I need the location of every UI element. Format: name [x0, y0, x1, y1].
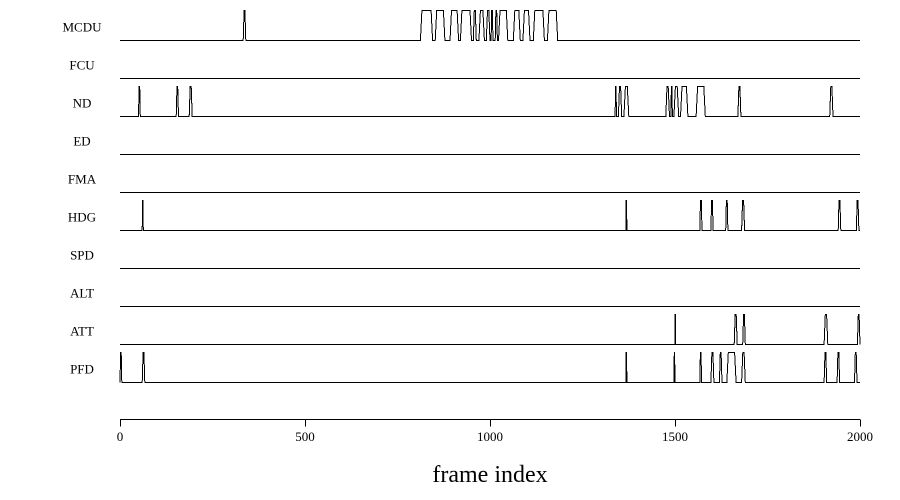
trace-pfd — [119, 352, 860, 383]
trace-att — [120, 314, 861, 345]
row-label-hdg: HDG — [68, 210, 96, 225]
signal-rows: MCDU FCU ND ED FMA HDG SPD ALT ATT PFD — [62, 10, 861, 383]
x-tick-label-500: 500 — [295, 429, 315, 444]
row-label-nd: ND — [73, 96, 92, 111]
row-label-ed: ED — [73, 134, 90, 149]
row-label-att: ATT — [70, 324, 94, 339]
row-label-fma: FMA — [68, 172, 97, 187]
trace-hdg — [120, 200, 860, 231]
x-tick-label-1000: 1000 — [477, 429, 503, 444]
x-axis: 0 500 1000 1500 2000 frame index — [117, 419, 873, 488]
row-label-spd: SPD — [70, 248, 94, 263]
row-label-pfd: PFD — [70, 362, 94, 377]
x-tick-label-0: 0 — [117, 429, 124, 444]
row-label-mcdu: MCDU — [62, 20, 102, 35]
row-label-alt: ALT — [70, 286, 94, 301]
trace-mcdu — [120, 10, 860, 41]
trace-nd — [120, 86, 860, 117]
x-axis-label: frame index — [432, 462, 547, 488]
x-ticks: 0 500 1000 1500 2000 — [117, 419, 873, 444]
x-tick-label-1500: 1500 — [662, 429, 688, 444]
x-tick-label-2000: 2000 — [847, 429, 873, 444]
row-label-fcu: FCU — [69, 58, 95, 73]
